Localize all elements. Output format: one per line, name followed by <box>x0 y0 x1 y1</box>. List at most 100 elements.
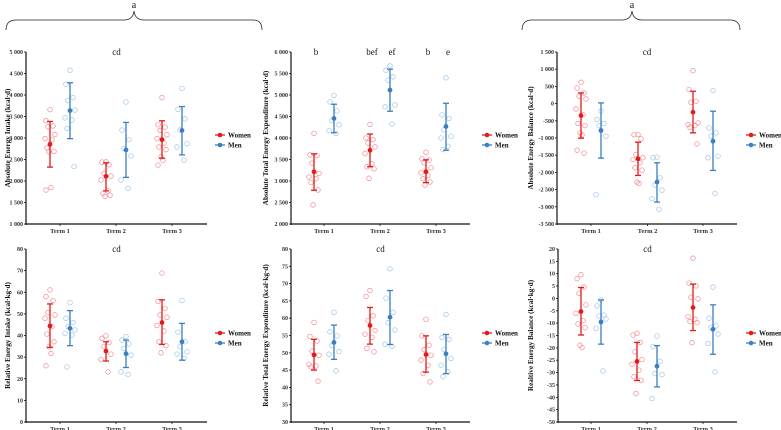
data-point <box>367 121 373 128</box>
data-point <box>710 284 716 290</box>
data-point <box>336 348 342 355</box>
data-point <box>334 333 340 339</box>
data-point <box>363 293 369 300</box>
y-tick-label: 70 <box>17 269 23 275</box>
group-men-term-3 <box>174 297 190 362</box>
data-point <box>159 270 165 276</box>
y-tick-label: 2 000 <box>10 179 24 185</box>
mean-point <box>47 323 53 329</box>
data-point <box>179 85 185 92</box>
data-point <box>51 339 57 345</box>
legend-men-marker <box>484 340 490 346</box>
group-women-term-1 <box>42 287 58 369</box>
mean-point <box>123 351 129 357</box>
panel-4: 0 10 20 30 40 50 60 70 80 Term 1 Term 2 Term 3 Relat… <box>4 244 251 430</box>
data-point <box>128 352 134 358</box>
legend-women-marker <box>484 132 490 138</box>
legend-men-marker <box>484 142 490 148</box>
data-point <box>687 319 693 325</box>
data-point <box>179 297 185 304</box>
mean-point <box>67 325 73 331</box>
x-tick-label: Term 1 <box>50 426 70 430</box>
data-point <box>633 390 639 397</box>
data-point <box>311 130 317 137</box>
data-point <box>327 99 333 105</box>
y-tick-label: -2 500 <box>539 188 555 194</box>
y-tick-label: 1 000 <box>10 222 24 228</box>
data-point <box>578 272 584 278</box>
data-point <box>443 311 449 318</box>
group-men-term-3 <box>438 311 454 380</box>
y-tick-label: 5 500 <box>275 72 289 78</box>
panel-5: 30 35 40 45 50 55 60 65 70 75 80 Term 1 Term 2 Term 3… <box>262 244 518 430</box>
y-tick-label: 4 000 <box>275 136 289 142</box>
significance-label: cd <box>643 244 652 254</box>
data-point <box>418 170 424 176</box>
data-point <box>155 122 161 128</box>
data-point <box>420 176 426 182</box>
data-point <box>695 296 701 302</box>
group-women-term-3 <box>418 316 434 385</box>
significance-label: cd <box>376 244 385 254</box>
data-point <box>583 302 589 308</box>
data-point <box>392 327 398 333</box>
data-point <box>650 155 656 161</box>
group-men-term-1 <box>593 297 609 374</box>
y-tick-label: 6 000 <box>275 50 289 56</box>
data-point <box>307 333 313 340</box>
data-point <box>126 341 132 347</box>
data-point <box>119 127 125 133</box>
data-point <box>311 319 317 326</box>
significance-label: e <box>446 47 450 57</box>
data-point <box>713 130 719 136</box>
group-women-term-2 <box>629 330 645 397</box>
data-point <box>705 340 711 347</box>
mean-point <box>423 352 429 357</box>
legend-women-marker <box>748 132 754 138</box>
mean-point <box>634 359 640 364</box>
mean-point <box>311 352 317 358</box>
y-axis-label: Absolute Energy Balance (kcal·d) <box>527 86 535 190</box>
data-point <box>51 148 57 154</box>
data-point <box>103 333 109 339</box>
data-point <box>47 287 53 293</box>
legend-women-label: Women <box>495 330 518 338</box>
data-point <box>638 136 644 142</box>
data-point <box>327 329 333 335</box>
data-point <box>428 165 434 171</box>
data-point <box>448 355 454 361</box>
legend-women-marker <box>217 132 223 138</box>
data-point <box>155 298 161 305</box>
group-women-term-2 <box>98 333 114 375</box>
legend-men-label: Men <box>759 142 773 150</box>
data-point <box>370 313 376 319</box>
group-men-term-3 <box>174 85 190 163</box>
group-women-term-3 <box>154 95 170 168</box>
group-women-term-1 <box>573 79 589 156</box>
data-point <box>50 123 56 129</box>
data-point <box>656 206 662 213</box>
legend-men-marker <box>217 340 223 346</box>
mean-point <box>103 348 109 354</box>
significance-label: ef <box>389 47 396 57</box>
y-tick-label: 3 000 <box>10 136 24 142</box>
data-point <box>184 349 190 355</box>
data-point <box>440 374 446 380</box>
data-point <box>98 177 104 183</box>
y-tick-label: 4 500 <box>10 72 24 78</box>
data-point <box>159 95 165 101</box>
data-point <box>603 316 609 322</box>
group-men-term-2 <box>118 333 134 378</box>
data-point <box>72 327 78 333</box>
data-point <box>439 112 445 118</box>
data-point <box>163 343 169 349</box>
data-point <box>72 107 78 113</box>
data-point <box>575 120 581 127</box>
data-point <box>603 133 609 139</box>
legend-men-label: Men <box>759 340 773 348</box>
legend: Women Men <box>215 330 251 348</box>
y-tick-label: -10 <box>547 321 555 327</box>
y-tick-label: 5 <box>552 284 555 290</box>
data-point <box>650 343 656 350</box>
